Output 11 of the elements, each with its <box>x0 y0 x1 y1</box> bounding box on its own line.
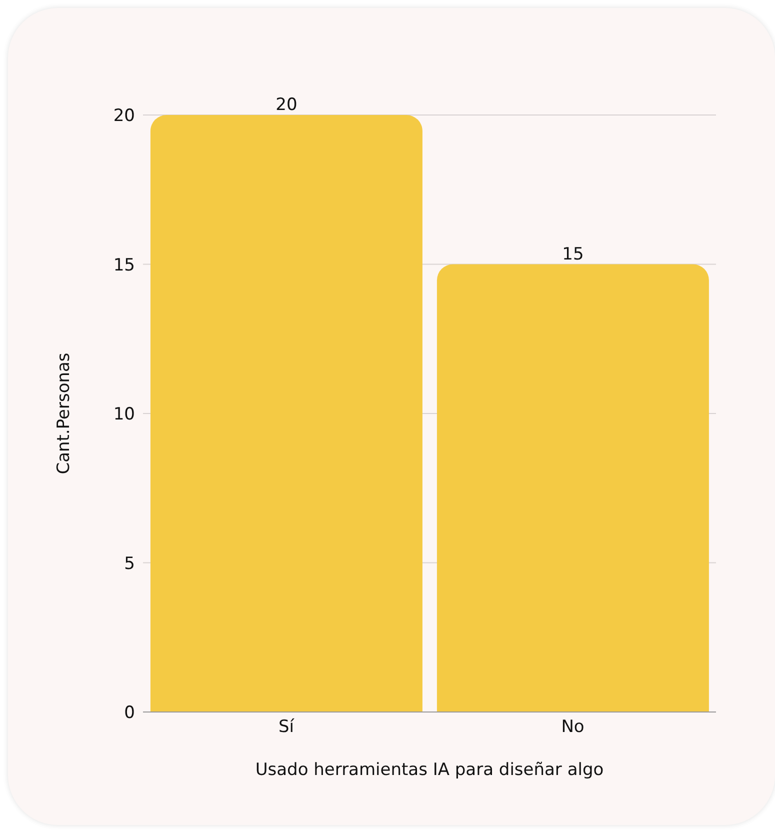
y-tick-label: 20 <box>113 106 135 126</box>
data-label: 20 <box>276 95 298 115</box>
x-axis-title: Usado herramientas IA para diseñar algo <box>255 760 604 780</box>
y-tick-label: 0 <box>124 703 135 724</box>
y-tick-label: 5 <box>124 554 135 574</box>
data-label: 15 <box>562 244 584 264</box>
y-tick-label: 15 <box>113 255 135 276</box>
y-axis-title: Cant.Personas <box>54 352 74 474</box>
y-tick-label: 10 <box>113 404 135 425</box>
x-tick-label: No <box>561 717 584 738</box>
x-tick-label: Sí <box>278 717 296 738</box>
